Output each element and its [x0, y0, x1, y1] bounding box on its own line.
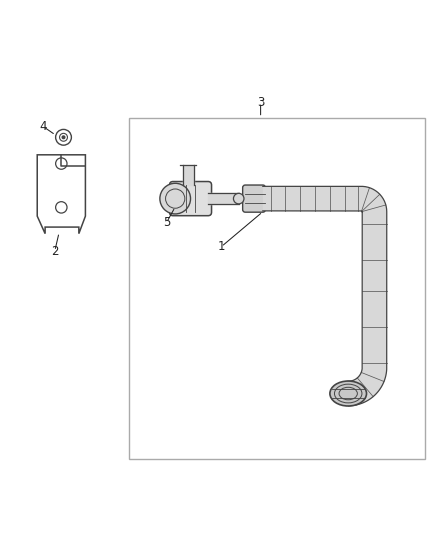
Circle shape: [160, 183, 191, 214]
Polygon shape: [263, 187, 387, 406]
Circle shape: [62, 136, 65, 139]
FancyBboxPatch shape: [243, 185, 265, 212]
Text: 5: 5: [163, 216, 170, 229]
Text: 3: 3: [257, 96, 264, 109]
Text: 2: 2: [51, 245, 59, 257]
FancyBboxPatch shape: [170, 182, 212, 216]
Text: 1: 1: [217, 240, 225, 253]
Text: 4: 4: [39, 120, 47, 133]
Ellipse shape: [330, 381, 367, 406]
Bar: [129, 118, 425, 459]
Circle shape: [233, 193, 244, 204]
